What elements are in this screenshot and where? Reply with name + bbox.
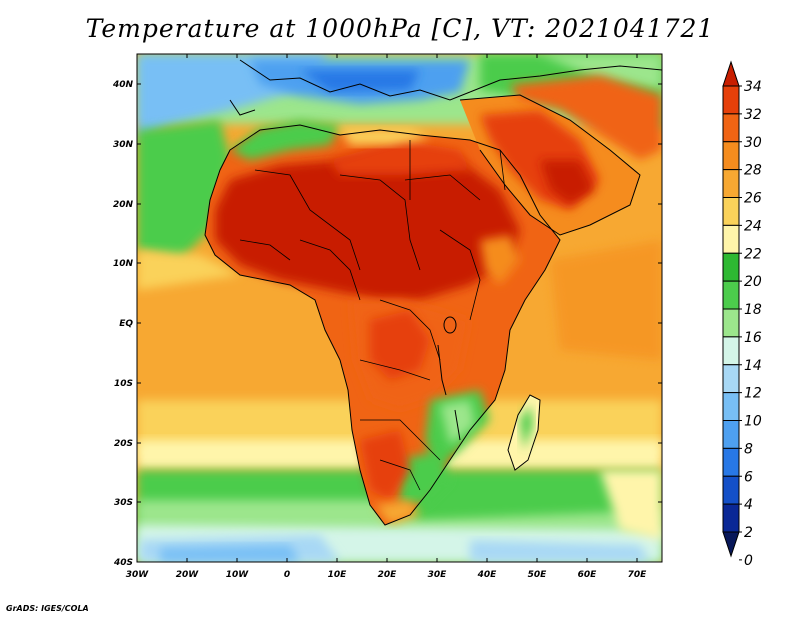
colorbar-cell bbox=[722, 224, 740, 254]
lon-tick-label: 0 bbox=[284, 570, 290, 580]
colorbar-cell bbox=[722, 392, 740, 421]
colorbar-cell bbox=[722, 503, 740, 533]
lat-tick-label: 40N bbox=[112, 80, 134, 90]
colorbar-label: 20 bbox=[744, 274, 762, 290]
colorbar-label: 32 bbox=[744, 107, 762, 123]
colorbar-label: 12 bbox=[744, 386, 762, 402]
map-title: Temperature at 1000hPa [C], VT: 20210417… bbox=[85, 14, 715, 43]
colorbar-label: 34 bbox=[744, 79, 762, 95]
colorbar-label: 8 bbox=[744, 441, 753, 457]
colorbar-label: 16 bbox=[744, 330, 762, 346]
colorbar-cell bbox=[722, 141, 740, 171]
lat-tick-label: 10S bbox=[114, 379, 133, 389]
lon-tick-label: 10E bbox=[328, 570, 348, 580]
colorbar-cell bbox=[722, 475, 740, 505]
lat-tick-label: EQ bbox=[119, 319, 133, 329]
colorbar-cell bbox=[722, 336, 740, 366]
colorbar-cell bbox=[722, 169, 740, 198]
colorbar-cell bbox=[722, 197, 740, 226]
colorbar-cell bbox=[722, 85, 740, 115]
colorbar-cell bbox=[722, 308, 740, 338]
lon-tick-label: 50E bbox=[528, 570, 548, 580]
lat-tick-label: 20N bbox=[113, 200, 134, 210]
colorbar-top-arrow bbox=[722, 60, 740, 87]
colorbar-cell bbox=[722, 447, 740, 477]
lat-tick-label: 20S bbox=[114, 439, 133, 449]
longitude-axis: 30W 20W 10W 0 10E 20E 30E 40E 50E 60E 70E bbox=[126, 54, 647, 580]
colorbar-cell bbox=[722, 420, 740, 449]
colorbar-label: 18 bbox=[744, 302, 762, 318]
colorbar-cell bbox=[722, 252, 740, 282]
colorbar-label: 2 bbox=[744, 525, 753, 541]
colorbar-label: 22 bbox=[744, 246, 762, 262]
lon-tick-label: 10W bbox=[226, 570, 250, 580]
credit-label: GrADS: IGES/COLA bbox=[6, 604, 89, 613]
colorbar-cell bbox=[722, 280, 740, 310]
colorbar-label: 4 bbox=[744, 497, 753, 513]
colorbar-label: 26 bbox=[744, 191, 762, 207]
latitude-axis: 40N 30N 20N 10N EQ 10S 20S 30S 40S bbox=[112, 80, 662, 568]
lat-tick-label: 10N bbox=[113, 259, 134, 269]
colorbar-cell bbox=[722, 364, 740, 394]
lon-tick-label: 60E bbox=[578, 570, 598, 580]
lon-tick-label: 20E bbox=[378, 570, 398, 580]
lat-tick-label: 30N bbox=[113, 140, 134, 150]
lon-tick-label: 20W bbox=[176, 570, 200, 580]
colorbar-label: 24 bbox=[744, 218, 762, 234]
colorbar-label: 14 bbox=[744, 358, 762, 374]
colorbar-cell bbox=[722, 113, 740, 143]
temperature-field bbox=[137, 54, 662, 562]
lat-tick-label: 40S bbox=[113, 558, 133, 568]
coastlines bbox=[204, 59, 662, 526]
colorbar-label: 10 bbox=[744, 414, 762, 430]
colorbar-label: 0 bbox=[744, 553, 753, 569]
colorbar-label: 30 bbox=[744, 135, 762, 151]
lon-tick-label: 30W bbox=[126, 570, 150, 580]
lat-tick-label: 30S bbox=[114, 498, 133, 508]
colorbar-label: 6 bbox=[744, 469, 753, 485]
lon-tick-label: 30E bbox=[428, 570, 448, 580]
colorbar-label: 28 bbox=[744, 163, 762, 179]
plot-frame bbox=[136, 53, 663, 563]
lon-tick-label: 70E bbox=[628, 570, 648, 580]
lon-tick-label: 40E bbox=[477, 570, 498, 580]
colorbar-bottom-arrow bbox=[722, 531, 740, 558]
